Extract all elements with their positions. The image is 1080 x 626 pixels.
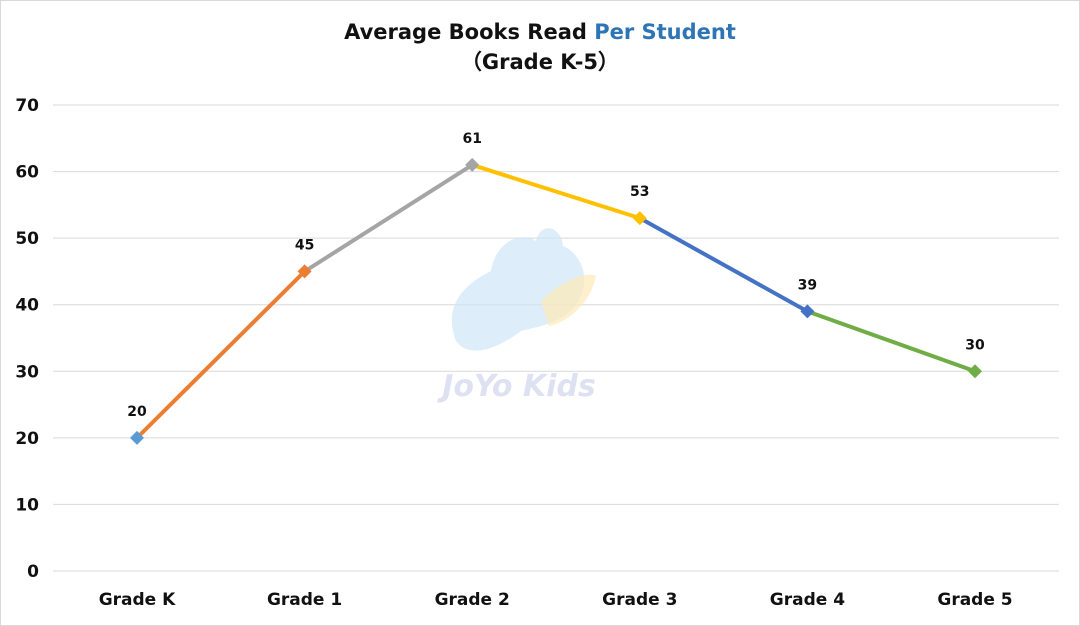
data-label: 30 — [965, 337, 985, 353]
watermark-leaf-shape — [541, 274, 596, 326]
data-point-marker — [632, 211, 647, 226]
data-point-marker — [465, 157, 480, 172]
data-points — [130, 157, 982, 445]
data-point-marker — [297, 264, 312, 279]
line-series — [135, 162, 977, 440]
line-segment — [637, 216, 810, 314]
chart-subtitle: （Grade K-5） — [460, 50, 620, 74]
data-point-marker — [800, 304, 815, 319]
data-label: 61 — [462, 131, 481, 147]
data-point-marker — [968, 364, 982, 379]
x-tick-label: Grade 1 — [267, 590, 342, 610]
x-tick-label: Grade 3 — [602, 590, 677, 610]
x-tick-label: Grade K — [99, 590, 176, 610]
data-labels: 20 45 61 53 39 30 — [127, 131, 985, 420]
watermark-logo: JoYo Kids — [437, 228, 596, 404]
data-label: 45 — [295, 237, 314, 253]
y-tick-label: 40 — [15, 296, 39, 316]
chart-title-accent: Per Student — [594, 20, 736, 44]
x-tick-label: Grade 2 — [435, 590, 510, 610]
x-tick-label: Grade 4 — [770, 590, 845, 610]
gridlines — [53, 104, 1059, 572]
y-tick-label: 10 — [15, 495, 39, 515]
watermark-text: JoYo Kids — [437, 369, 596, 404]
chart-title-main: Average Books Read — [344, 20, 595, 44]
x-tick-label: Grade 5 — [937, 590, 1012, 610]
x-axis-ticks: Grade K Grade 1 Grade 2 Grade 3 Grade 4 Grade… — [99, 590, 1013, 610]
line-segment — [302, 162, 475, 274]
line-segment — [135, 269, 307, 440]
y-tick-label: 60 — [15, 163, 39, 183]
y-tick-label: 70 — [15, 96, 39, 116]
chart-title: Average Books Read Per Student — [1, 17, 1079, 47]
y-tick-label: 20 — [15, 429, 39, 449]
y-axis-ticks: 0 10 20 30 40 50 60 70 — [15, 96, 39, 582]
line-segment — [470, 162, 642, 221]
data-label: 53 — [630, 184, 649, 200]
y-tick-label: 50 — [15, 229, 39, 249]
data-label: 39 — [798, 277, 817, 293]
y-tick-label: 30 — [15, 362, 39, 382]
line-segment — [805, 309, 977, 374]
data-point-marker — [130, 430, 144, 445]
y-tick-label: 0 — [27, 562, 39, 582]
data-label: 20 — [127, 404, 147, 420]
